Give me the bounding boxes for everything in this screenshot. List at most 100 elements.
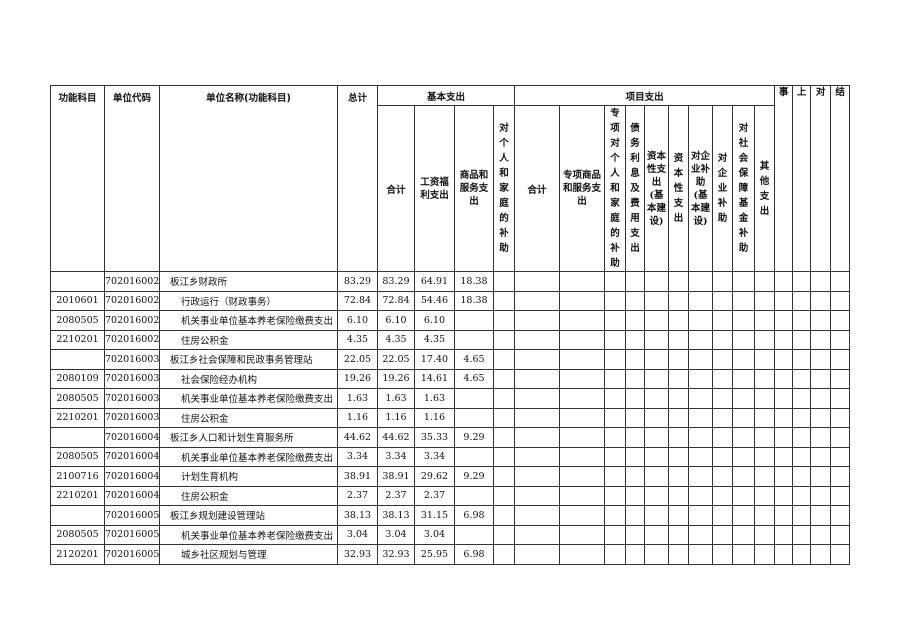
empty-cell [604, 544, 627, 565]
unit-code-cell: 702016002 [104, 271, 160, 292]
empty-cell [830, 524, 851, 545]
empty-cell [774, 427, 794, 448]
empty-cell [514, 271, 561, 292]
empty-cell [792, 466, 812, 487]
goods-cell: 18.38 [454, 271, 494, 292]
empty-cell [712, 427, 734, 448]
empty-cell [810, 446, 832, 467]
total-cell: 19.26 [337, 368, 378, 389]
empty-cell [514, 368, 561, 389]
empty-cell [492, 524, 516, 545]
empty-cell [492, 407, 516, 428]
header-extra-2: 上 [792, 85, 812, 272]
empty-cell [625, 290, 646, 311]
empty-cell [514, 524, 561, 545]
header-extra-3: 对 [810, 85, 832, 272]
empty-cell [625, 485, 646, 506]
empty-cell [559, 329, 606, 350]
unit-name-cell: 板江乡财政所 [159, 271, 338, 292]
empty-cell [604, 524, 627, 545]
table-row: 2080505 702016002 机关事业单位基本养老保险缴费支出 6.10 6.10… [50, 310, 851, 331]
empty-cell [625, 388, 646, 409]
table-row: 2080505 702016004 机关事业单位基本养老保险缴费支出 3.34 3.34… [50, 446, 851, 467]
empty-cell [688, 505, 714, 526]
basic-total-cell: 3.04 [377, 524, 415, 545]
empty-cell [644, 427, 670, 448]
empty-cell [830, 349, 851, 370]
empty-cell [514, 446, 561, 467]
empty-cell [792, 388, 812, 409]
header-enterprise-subsidy: 对企业补助 [712, 105, 734, 272]
total-cell: 72.84 [337, 290, 378, 311]
empty-cell [712, 505, 734, 526]
goods-cell [454, 485, 494, 506]
basic-total-cell: 6.10 [377, 310, 415, 331]
empty-cell [792, 427, 812, 448]
unit-name-cell: 机关事业单位基本养老保险缴费支出 [159, 524, 338, 545]
empty-cell [774, 388, 794, 409]
unit-name-cell: 行政运行（财政事务） [159, 290, 338, 311]
unit-code-cell: 702016003 [104, 407, 160, 428]
header-total: 总计 [337, 85, 378, 272]
empty-cell [732, 310, 756, 331]
empty-cell [774, 446, 794, 467]
func-subject-cell: 2010601 [50, 290, 105, 311]
empty-cell [774, 290, 794, 311]
empty-cell [792, 290, 812, 311]
empty-cell [830, 505, 851, 526]
total-cell: 1.63 [337, 388, 378, 409]
unit-code-cell: 702016002 [104, 329, 160, 350]
basic-total-cell: 72.84 [377, 290, 415, 311]
empty-cell [668, 271, 690, 292]
empty-cell [732, 407, 756, 428]
empty-cell [559, 544, 606, 565]
empty-cell [668, 466, 690, 487]
goods-cell [454, 407, 494, 428]
empty-cell [668, 524, 690, 545]
goods-cell: 9.29 [454, 466, 494, 487]
empty-cell [830, 310, 851, 331]
unit-name-cell: 板江乡规划建设管理站 [159, 505, 338, 526]
empty-cell [830, 485, 851, 506]
header-label: 专项商品和服务支出 [563, 170, 602, 207]
empty-cell [668, 427, 690, 448]
unit-code-cell: 702016002 [104, 310, 160, 331]
empty-cell [644, 524, 670, 545]
empty-cell [668, 290, 690, 311]
empty-cell [810, 427, 832, 448]
empty-cell [688, 485, 714, 506]
table-row: 2120201 702016005 城乡社区规划与管理 32.93 32.93 25.95… [50, 544, 851, 565]
empty-cell [774, 485, 794, 506]
empty-cell [604, 388, 627, 409]
empty-cell [604, 407, 627, 428]
unit-code-cell: 702016005 [104, 544, 160, 565]
empty-cell [604, 349, 627, 370]
empty-cell [604, 290, 627, 311]
empty-cell [625, 310, 646, 331]
header-label: 对社会保障基金补助 [738, 123, 749, 254]
table-row: 2210201 702016003 住房公积金 1.16 1.16 1.16 [50, 407, 851, 428]
header-capital: 资本性支出 [668, 105, 690, 272]
wages-cell: 31.15 [414, 505, 455, 526]
empty-cell [830, 388, 851, 409]
table-row: 2080505 702016005 机关事业单位基本养老保险缴费支出 3.04 3.04… [50, 524, 851, 545]
empty-cell [810, 290, 832, 311]
header-func-subject: 功能科目 [50, 85, 105, 272]
empty-cell [830, 446, 851, 467]
header-label: 资本性支出 [673, 153, 684, 224]
unit-name-cell: 机关事业单位基本养老保险缴费支出 [159, 388, 338, 409]
empty-cell [732, 427, 756, 448]
empty-cell [810, 505, 832, 526]
header-debt-interest: 债务利息及费用支出 [625, 105, 646, 272]
empty-cell [774, 544, 794, 565]
empty-cell [712, 544, 734, 565]
empty-cell [492, 544, 516, 565]
empty-cell [604, 466, 627, 487]
empty-cell [668, 368, 690, 389]
unit-name-cell: 城乡社区规划与管理 [159, 544, 338, 565]
header-project-expenditure: 项目支出 [514, 85, 776, 106]
empty-cell [774, 271, 794, 292]
empty-cell [559, 485, 606, 506]
empty-cell [644, 310, 670, 331]
empty-cell [792, 485, 812, 506]
